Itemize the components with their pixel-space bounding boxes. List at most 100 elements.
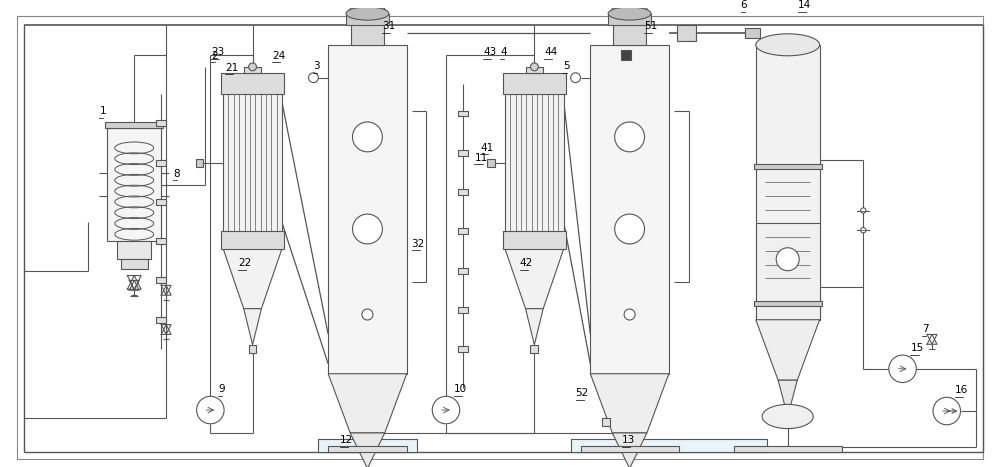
Bar (608, 14, 651, 25)
Bar (458, 307, 468, 313)
Text: 3: 3 (313, 61, 320, 71)
Bar (756, 45, 820, 320)
Ellipse shape (756, 34, 820, 56)
Polygon shape (612, 433, 647, 467)
Ellipse shape (611, 2, 648, 22)
Circle shape (889, 355, 916, 382)
Circle shape (615, 122, 645, 152)
Bar (530, 345, 538, 353)
Circle shape (861, 227, 866, 233)
Circle shape (432, 396, 460, 424)
Bar (156, 238, 166, 244)
Text: 15: 15 (910, 343, 924, 353)
Bar (458, 228, 468, 234)
Bar (621, 50, 631, 59)
Polygon shape (526, 309, 543, 345)
Bar (734, 446, 842, 452)
Bar (156, 277, 166, 283)
Bar (754, 163, 822, 169)
Bar (221, 231, 284, 248)
Text: 13: 13 (622, 435, 635, 446)
Circle shape (933, 397, 961, 425)
Text: 11: 11 (474, 153, 488, 163)
Text: 7: 7 (922, 325, 929, 334)
Ellipse shape (608, 7, 651, 20)
Text: 31: 31 (382, 21, 395, 31)
Text: 41: 41 (480, 143, 494, 153)
Text: 14: 14 (798, 0, 811, 10)
Bar (590, 45, 669, 374)
Bar (458, 111, 468, 116)
Bar (677, 25, 696, 41)
Bar (351, 12, 384, 45)
Bar (503, 231, 566, 248)
Bar (754, 301, 822, 306)
Text: 42: 42 (520, 258, 533, 268)
Ellipse shape (762, 404, 813, 429)
Bar (117, 241, 151, 259)
Text: 43: 43 (483, 47, 497, 57)
Polygon shape (756, 320, 820, 380)
Text: 23: 23 (211, 47, 225, 57)
Bar (458, 268, 468, 274)
Bar (613, 12, 646, 45)
Circle shape (571, 73, 581, 83)
Circle shape (861, 208, 866, 213)
Bar (156, 120, 166, 126)
Bar (249, 345, 256, 353)
Circle shape (309, 73, 318, 83)
Text: 5: 5 (563, 61, 569, 71)
Bar (581, 446, 679, 452)
Bar (526, 67, 543, 73)
Bar (458, 346, 468, 352)
Text: 24: 24 (272, 51, 285, 61)
Text: 51: 51 (644, 21, 658, 31)
Bar (196, 159, 203, 167)
Bar (156, 199, 166, 205)
Bar (107, 128, 161, 241)
Circle shape (362, 309, 373, 320)
Text: 16: 16 (955, 385, 968, 396)
Text: 44: 44 (544, 47, 557, 57)
Circle shape (353, 122, 382, 152)
Text: 32: 32 (412, 239, 425, 249)
Text: 4: 4 (500, 47, 507, 57)
Bar (223, 77, 282, 248)
Ellipse shape (349, 2, 386, 22)
Bar (156, 317, 166, 323)
Bar (346, 14, 389, 25)
Circle shape (776, 248, 799, 271)
Bar (328, 45, 407, 374)
Bar (121, 259, 148, 269)
Bar (756, 224, 820, 320)
Polygon shape (223, 248, 282, 309)
Circle shape (530, 63, 538, 71)
Text: 52: 52 (576, 388, 589, 398)
Text: 1: 1 (99, 106, 106, 116)
Text: 2: 2 (211, 51, 218, 61)
Ellipse shape (346, 7, 389, 20)
Bar (487, 159, 495, 167)
Bar (328, 446, 407, 452)
Bar (244, 67, 261, 73)
Bar (458, 189, 468, 195)
Bar (505, 77, 564, 248)
Bar (503, 73, 566, 94)
Circle shape (353, 214, 382, 244)
Bar (221, 73, 284, 94)
Bar (318, 439, 417, 452)
Polygon shape (244, 309, 261, 345)
Polygon shape (350, 433, 385, 467)
Bar (105, 122, 163, 128)
Text: 6: 6 (741, 0, 747, 10)
Bar (458, 150, 468, 156)
Polygon shape (328, 374, 407, 433)
Circle shape (624, 309, 635, 320)
Circle shape (197, 396, 224, 424)
Text: 8: 8 (173, 169, 180, 179)
Circle shape (615, 214, 645, 244)
Polygon shape (590, 374, 669, 433)
Polygon shape (778, 380, 797, 417)
Text: 10: 10 (454, 384, 467, 394)
Text: 12: 12 (340, 435, 353, 446)
